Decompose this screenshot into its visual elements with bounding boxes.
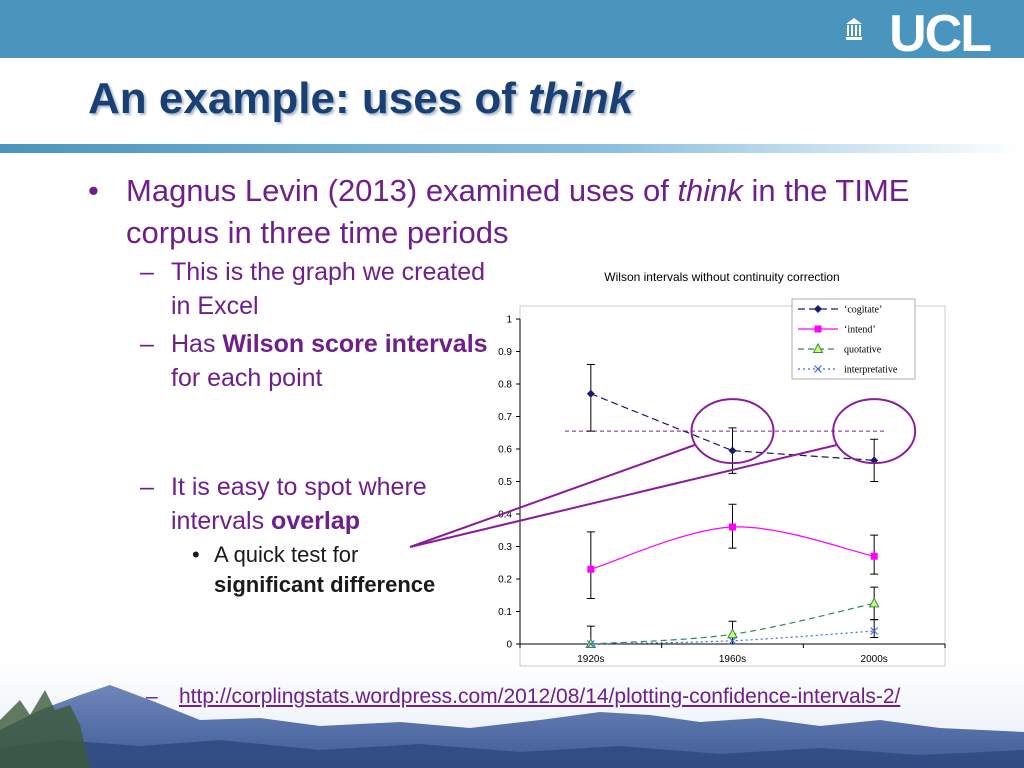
legend-label: quotative (844, 345, 882, 356)
y-tick-label: 0 (506, 640, 512, 651)
y-tick-label: 0.8 (498, 380, 512, 391)
dash-marker: – (140, 330, 154, 358)
data-point (586, 389, 595, 398)
title-prefix: An example: uses of (88, 74, 529, 123)
sub-bullet-excel-text: This is the graph we created in Excel (171, 258, 486, 320)
data-point (728, 636, 737, 645)
reference-url-link[interactable]: http://corplingstats.wordpress.com/2012/… (179, 685, 901, 708)
data-point (587, 565, 595, 573)
data-point (812, 342, 824, 353)
data-point (727, 628, 738, 639)
legend-label: ‘cogitate’ (844, 305, 882, 316)
y-tick-label: 0.3 (498, 542, 512, 553)
data-point (729, 523, 736, 531)
data-point (814, 305, 822, 313)
x-tick-label: 1960s (719, 654, 746, 665)
x-tick-label: 1920s (577, 654, 604, 665)
mountain-landscape-image (0, 660, 1024, 768)
data-point (868, 597, 880, 608)
series-3 (586, 619, 879, 648)
data-point (814, 365, 822, 373)
bullet-dot: • (88, 173, 99, 208)
x-tick-label: 2000s (861, 654, 888, 665)
y-tick-label: 0.5 (498, 477, 512, 488)
sub-bullet-wilson-text: Has Wilson score intervals for each poin… (171, 327, 491, 395)
legend-box (791, 298, 916, 380)
data-point (814, 325, 822, 333)
main-bullet-part1: Magnus Levin (2013) examined uses of (126, 173, 678, 208)
y-tick-label: 0.1 (498, 607, 512, 618)
quick-test-text: A quick test for (214, 542, 359, 567)
bullet-dot: • (192, 542, 200, 567)
slide-title: An example: uses of think (88, 74, 633, 124)
main-bullet-emphasis: think (677, 173, 743, 208)
wilson-bold: Wilson score intervals (222, 330, 488, 358)
legend-label: ‘intend’ (844, 325, 876, 336)
chart-legend: ‘cogitate’ ‘intend’ quotative interpretativ… (791, 298, 916, 380)
overlap-pre: It is easy to spot where intervals (171, 473, 427, 535)
chart-series-layer (565, 364, 885, 648)
y-tick-label: 0.6 (498, 445, 512, 456)
wilson-pre: Has (171, 330, 223, 358)
wilson-post: for each point (171, 364, 323, 392)
series-2 (585, 586, 880, 648)
sub-bullet-overlap-text: It is easy to spot where intervals overl… (171, 470, 491, 538)
title-emphasis: think (528, 74, 634, 123)
data-point (870, 456, 879, 465)
data-point (728, 446, 737, 455)
y-tick-label: 0.2 (498, 575, 512, 586)
series-0 (586, 364, 879, 482)
dash-marker: – (140, 258, 154, 286)
y-tick-label: 0.4 (498, 510, 512, 521)
dash-marker: – (146, 685, 158, 708)
legend-label: interpretative (844, 365, 898, 376)
y-tick-label: 0.9 (498, 347, 512, 358)
data-point (586, 640, 595, 648)
ucl-logo: UCL (889, 5, 992, 63)
main-bullet-text: Magnus Levin (2013) examined uses of thi… (126, 170, 926, 254)
significant-difference-text: significant difference (214, 572, 436, 597)
main-bullet-part2: in the TIME corpus in three time periods (126, 173, 910, 250)
sub-sub-bullet-text: A quick test for significant difference (214, 540, 514, 600)
title-rule (0, 144, 1024, 153)
top-banner (0, 0, 1024, 58)
data-point (870, 627, 879, 635)
chart-title: Wilson intervals without continuity corr… (604, 270, 839, 284)
y-tick-label: 1 (506, 315, 512, 326)
series-1 (586, 503, 879, 599)
data-point (870, 552, 878, 560)
dash-marker: – (140, 473, 154, 501)
overlap-bold: overlap (271, 507, 360, 535)
y-tick-label: 0.7 (498, 412, 512, 423)
ucl-portico-icon (846, 18, 862, 40)
wilson-interval-chart: Wilson intervals without continuity corr… (498, 270, 946, 667)
